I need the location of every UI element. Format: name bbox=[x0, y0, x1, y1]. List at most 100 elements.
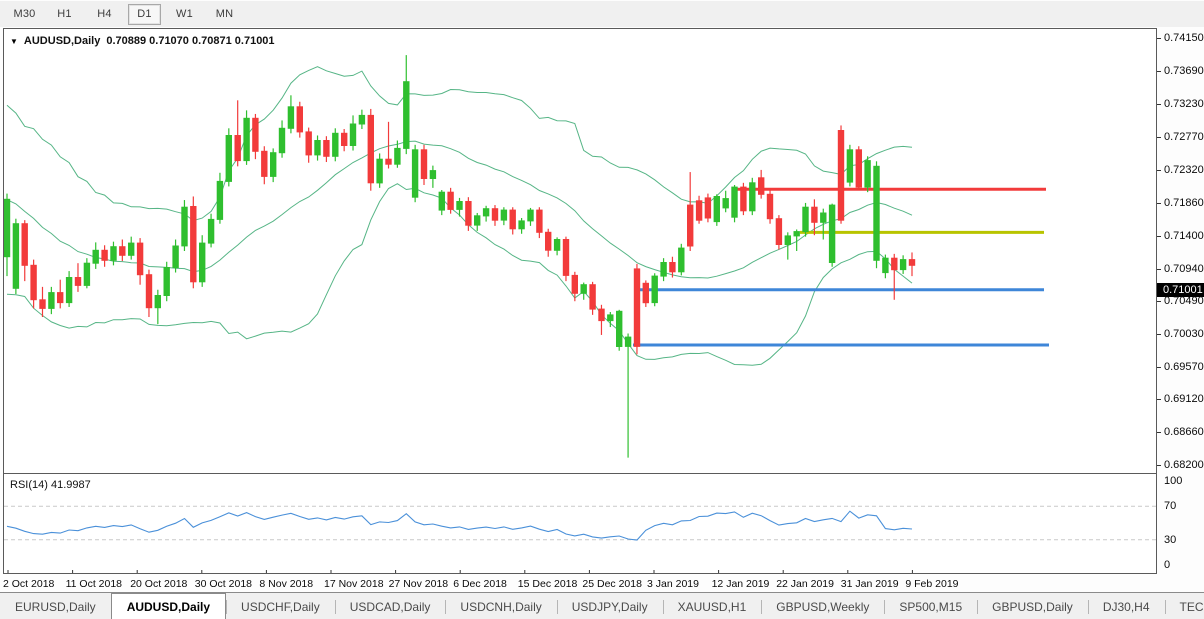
date-tick-label: 11 Oct 2018 bbox=[65, 578, 123, 590]
candle-body bbox=[358, 114, 366, 125]
rsi-indicator-pane[interactable] bbox=[3, 473, 1157, 574]
candle-body bbox=[474, 215, 481, 226]
candle-body bbox=[190, 206, 197, 283]
chart-tab-sp500[interactable]: SP500,M15 bbox=[884, 595, 977, 619]
candle-body bbox=[642, 282, 649, 304]
candlestick-chart bbox=[4, 55, 1049, 458]
candle-body bbox=[145, 274, 153, 309]
candle-body bbox=[695, 200, 703, 221]
timeframe-button-d1[interactable]: D1 bbox=[128, 3, 161, 25]
candle-body bbox=[713, 196, 720, 223]
candle-body bbox=[553, 239, 561, 251]
rsi-tick-label: 30 bbox=[1164, 533, 1177, 546]
chart-tab-usdjpy[interactable]: USDJPY,Daily bbox=[556, 595, 663, 619]
candle-body bbox=[225, 135, 233, 182]
candle-body bbox=[536, 209, 543, 233]
bollinger-middle-band bbox=[6, 140, 913, 279]
candle-body bbox=[323, 140, 330, 157]
timeframe-button-m30[interactable]: M30 bbox=[13, 8, 36, 20]
date-tick-label: 31 Jan 2019 bbox=[840, 578, 899, 590]
rsi-chart bbox=[4, 505, 1156, 573]
chart-tab-gbpusd[interactable]: GBPUSD,Weekly bbox=[761, 595, 884, 619]
candle-body bbox=[30, 264, 37, 301]
date-tick-label: 27 Nov 2018 bbox=[388, 578, 449, 590]
candle-body bbox=[119, 246, 126, 256]
price-tick-label: 0.74150 bbox=[1164, 32, 1204, 45]
candle-body bbox=[181, 206, 188, 247]
candle-body bbox=[749, 182, 756, 212]
date-tick-label: 9 Feb 2019 bbox=[905, 578, 959, 590]
chart-title: ▼ AUDUSD,Daily 0.70889 0.71070 0.70871 0… bbox=[10, 35, 275, 47]
candle-body bbox=[465, 201, 472, 226]
candle-body bbox=[154, 295, 162, 309]
chart-tab-usdcnh[interactable]: USDCNH,Daily bbox=[445, 595, 556, 619]
candle-body bbox=[447, 191, 454, 210]
date-tick-label: 17 Nov 2018 bbox=[324, 578, 384, 590]
candle-body bbox=[669, 262, 676, 273]
price-tick-label: 0.68660 bbox=[1164, 426, 1204, 439]
candle-body bbox=[687, 204, 694, 247]
candle-body bbox=[509, 209, 516, 230]
candle-body bbox=[403, 81, 410, 149]
rsi-tick-label: 100 bbox=[1164, 475, 1183, 487]
chart-tab-audusd[interactable]: AUDUSD,Daily bbox=[110, 593, 227, 619]
candle-body bbox=[864, 160, 871, 188]
candle-body bbox=[314, 140, 321, 156]
candle-body bbox=[758, 177, 765, 195]
date-tick-label: 12 Jan 2019 bbox=[711, 578, 770, 590]
chart-tab-eurusd[interactable]: EURUSD,Daily bbox=[15, 600, 96, 614]
candle-body bbox=[793, 231, 800, 237]
rsi-label: RSI(14) 41.9987 bbox=[10, 479, 91, 491]
candle-body bbox=[846, 149, 854, 183]
price-tick-label: 0.70030 bbox=[1164, 327, 1204, 340]
candle-body bbox=[12, 223, 20, 289]
chart-tab-usdchf[interactable]: USDCHF,Daily bbox=[226, 595, 335, 619]
price-tick-mark bbox=[1157, 235, 1161, 237]
candle-body bbox=[57, 292, 64, 304]
chart-tab-xauusd[interactable]: XAUUSD,H1 bbox=[662, 595, 762, 619]
timeframe-button-mn[interactable]: MN bbox=[215, 8, 234, 20]
candle-body bbox=[891, 257, 898, 271]
timeframe-button-h4[interactable]: H4 bbox=[97, 8, 112, 20]
candle-body bbox=[92, 249, 99, 264]
date-tick-label: 22 Jan 2019 bbox=[776, 578, 834, 590]
candle-body bbox=[21, 223, 28, 266]
rsi-tick-label: 70 bbox=[1164, 500, 1177, 513]
date-axis[interactable]: 2 Oct 2018 11 Oct 2018 20 Oct 2018 30 Oct 2… bbox=[3, 575, 1204, 592]
chart-tab-tech100[interactable]: TECH100,H1 bbox=[1164, 595, 1204, 619]
candle-body bbox=[172, 245, 179, 268]
candle-body bbox=[766, 193, 774, 220]
symbol-dropdown-icon[interactable]: ▼ bbox=[10, 36, 18, 46]
candle-body bbox=[234, 135, 241, 162]
date-tick-label: 30 Oct 2018 bbox=[194, 578, 253, 590]
price-tick-mark bbox=[1157, 104, 1161, 106]
chart-tab-dj30[interactable]: DJ30,H4 bbox=[1087, 595, 1165, 619]
candle-body bbox=[456, 201, 463, 210]
candle-body bbox=[873, 165, 880, 261]
candle-body bbox=[296, 106, 304, 133]
price-tick-label: 0.72320 bbox=[1164, 163, 1204, 176]
price-tick-mark bbox=[1157, 465, 1161, 467]
candle-body bbox=[837, 130, 845, 221]
date-tick-label: 6 Dec 2018 bbox=[453, 578, 507, 590]
chart-window: ▼ AUDUSD,Daily 0.70889 0.71070 0.70871 0… bbox=[0, 27, 1204, 592]
candle-body bbox=[811, 206, 818, 223]
candle-body bbox=[287, 106, 295, 129]
candle-body bbox=[207, 218, 215, 244]
candle-body bbox=[562, 239, 570, 276]
candle-body bbox=[367, 114, 375, 184]
chart-tab-gbpusd[interactable]: GBPUSD,Daily bbox=[977, 595, 1088, 619]
chart-tab-usdcad[interactable]: USDCAD,Daily bbox=[334, 595, 446, 619]
date-tick-label: 15 Dec 2018 bbox=[517, 578, 578, 590]
timeframe-button-w1[interactable]: W1 bbox=[176, 8, 193, 20]
candle-body bbox=[136, 242, 144, 276]
timeframe-button-h1[interactable]: H1 bbox=[57, 8, 72, 20]
chart-symbol-label: AUDUSD,Daily bbox=[23, 35, 101, 47]
candle-body bbox=[39, 299, 46, 309]
candle-body bbox=[261, 150, 268, 177]
candle-body bbox=[882, 257, 889, 274]
candle-body bbox=[429, 170, 437, 180]
candle-body bbox=[500, 209, 508, 221]
candle-body bbox=[731, 186, 738, 218]
price-axis[interactable]: 0.74150 0.73690 0.73230 0.72770 0.72320 0.718… bbox=[1157, 27, 1204, 574]
